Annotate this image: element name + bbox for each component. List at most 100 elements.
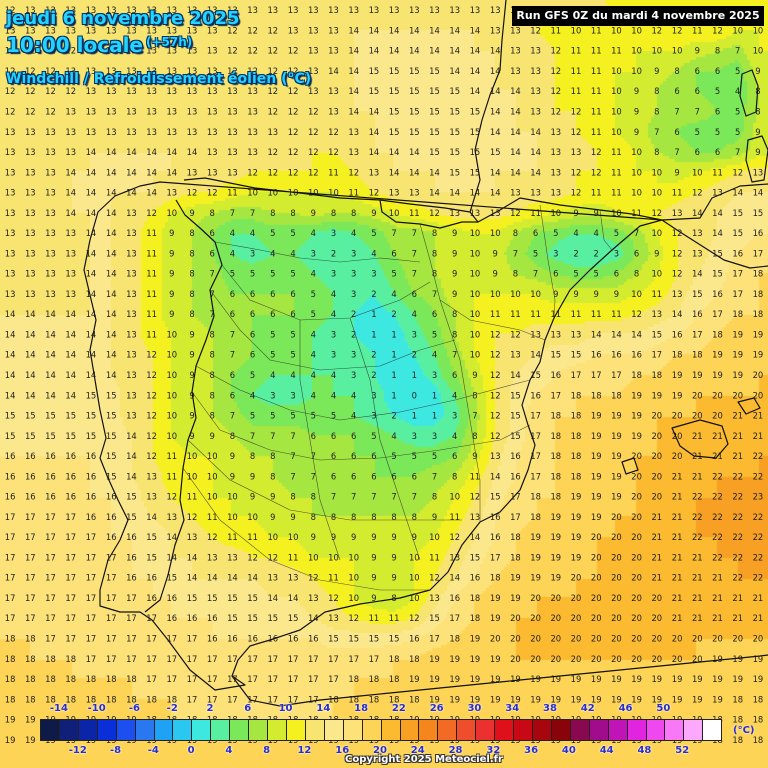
- grid-value: 11: [470, 471, 481, 481]
- grid-value: 9: [189, 350, 194, 360]
- grid-value: 7: [513, 248, 518, 258]
- grid-value: 14: [106, 147, 117, 157]
- legend-swatch: [59, 720, 79, 740]
- grid-value: 13: [550, 188, 561, 198]
- grid-value: 17: [86, 573, 97, 583]
- grid-value: 1: [412, 411, 417, 421]
- grid-value: 21: [651, 532, 662, 542]
- grid-value: 16: [86, 512, 97, 522]
- grid-value: 4: [311, 330, 316, 340]
- grid-value: 14: [429, 25, 440, 35]
- grid-value: 20: [591, 634, 602, 644]
- grid-value: 19: [611, 471, 622, 481]
- grid-value: 4: [452, 390, 457, 400]
- grid-value: 15: [712, 248, 723, 258]
- grid-value: 5: [331, 411, 336, 421]
- grid-value: 10: [288, 532, 299, 542]
- grid-value: 8: [432, 269, 437, 279]
- grid-value: 15: [449, 167, 460, 177]
- grid-value: 14: [106, 330, 117, 340]
- grid-value: 8: [452, 330, 457, 340]
- grid-value: 19: [651, 390, 662, 400]
- grid-value: 17: [106, 593, 117, 603]
- grid-value: 20: [692, 634, 703, 644]
- grid-value: 9: [371, 208, 376, 218]
- grid-value: 9: [250, 492, 255, 502]
- grid-value: 4: [331, 289, 336, 299]
- grid-value: 12: [490, 390, 501, 400]
- grid-value: 14: [25, 330, 36, 340]
- grid-value: 13: [510, 188, 521, 198]
- grid-value: 14: [65, 309, 76, 319]
- grid-value: 13: [247, 86, 258, 96]
- grid-value: 17: [25, 593, 36, 603]
- grid-value: 20: [631, 654, 642, 664]
- grid-value: 15: [126, 512, 137, 522]
- grid-value: 19: [591, 451, 602, 461]
- grid-value: 3: [250, 248, 255, 258]
- grid-value: 19: [591, 431, 602, 441]
- grid-value: 16: [510, 471, 521, 481]
- grid-value: 12: [247, 66, 258, 76]
- grid-value: 19: [571, 512, 582, 522]
- grid-value: 13: [146, 46, 157, 56]
- grid-value: 18: [550, 451, 561, 461]
- grid-value: 1: [391, 330, 396, 340]
- grid-value: 21: [712, 593, 723, 603]
- grid-value: 1: [412, 370, 417, 380]
- grid-value: 14: [65, 370, 76, 380]
- grid-value: 6: [391, 471, 396, 481]
- grid-value: 13: [45, 208, 56, 218]
- grid-value: 6: [210, 228, 215, 238]
- grid-value: 17: [5, 512, 16, 522]
- grid-value: 14: [207, 573, 218, 583]
- grid-value: 14: [369, 107, 380, 117]
- grid-value: 19: [611, 411, 622, 421]
- grid-value: 12: [490, 370, 501, 380]
- grid-value: 14: [348, 46, 359, 56]
- grid-value: 17: [45, 512, 56, 522]
- grid-value: 10: [187, 451, 198, 461]
- grid-value: 21: [651, 573, 662, 583]
- grid-value: 13: [510, 350, 521, 360]
- grid-value: 11: [146, 269, 157, 279]
- grid-value: 12: [672, 25, 683, 35]
- grid-value: 10: [308, 188, 319, 198]
- grid-value: 13: [207, 5, 218, 15]
- grid-value: 13: [86, 46, 97, 56]
- grid-value: 9: [230, 451, 235, 461]
- grid-value: 8: [290, 492, 295, 502]
- grid-value: 14: [65, 390, 76, 400]
- grid-value: 13: [126, 248, 137, 258]
- grid-value: 10: [611, 107, 622, 117]
- grid-value: 19: [449, 694, 460, 704]
- grid-value: 15: [187, 593, 198, 603]
- grid-value: 13: [672, 208, 683, 218]
- grid-value: 9: [169, 269, 174, 279]
- grid-value: 18: [550, 492, 561, 502]
- grid-value: 8: [715, 46, 720, 56]
- grid-value: 1: [391, 370, 396, 380]
- grid-value: 17: [5, 573, 16, 583]
- grid-value: 17: [530, 411, 541, 421]
- grid-value: 12: [288, 127, 299, 137]
- grid-value: 10: [328, 552, 339, 562]
- grid-value: 19: [753, 674, 764, 684]
- grid-value: 2: [594, 248, 599, 258]
- grid-value: 9: [371, 593, 376, 603]
- legend-swatch: [286, 720, 306, 740]
- grid-value: 5: [290, 228, 295, 238]
- grid-value: 19: [25, 735, 36, 745]
- grid-value: 9: [371, 552, 376, 562]
- grid-value: 16: [126, 532, 137, 542]
- grid-value: 4: [391, 431, 396, 441]
- grid-value: 14: [65, 188, 76, 198]
- grid-value: 19: [672, 390, 683, 400]
- grid-value: 12: [207, 532, 218, 542]
- grid-value: 17: [86, 532, 97, 542]
- grid-value: 14: [65, 167, 76, 177]
- legend-label: 52: [675, 745, 690, 756]
- grid-value: 18: [389, 694, 400, 704]
- grid-value: 8: [189, 228, 194, 238]
- grid-value: 16: [65, 451, 76, 461]
